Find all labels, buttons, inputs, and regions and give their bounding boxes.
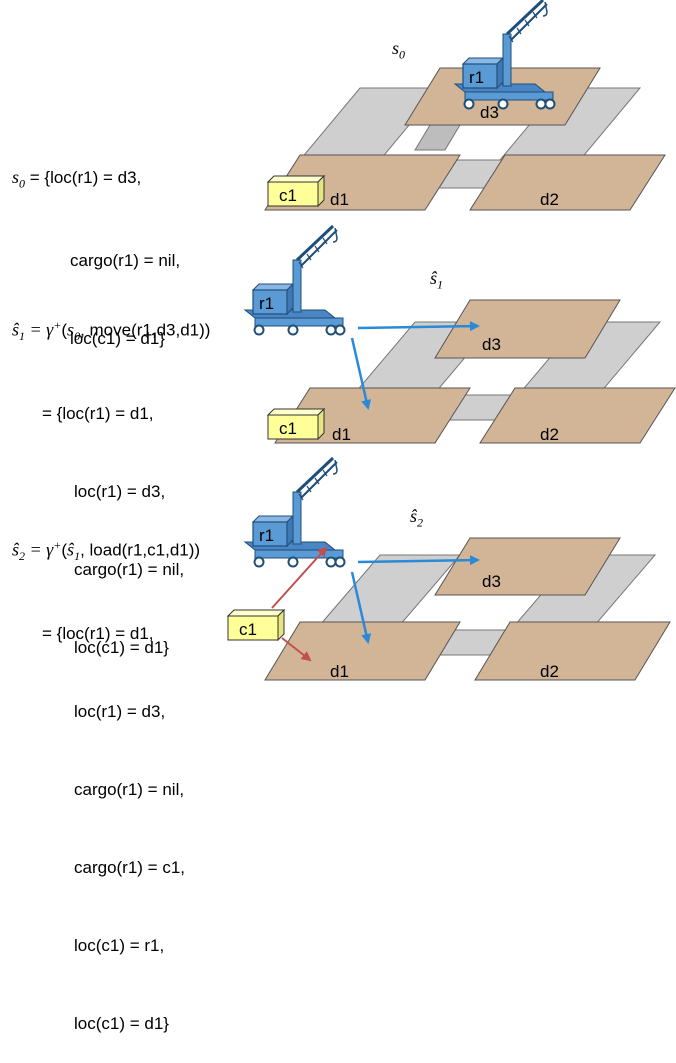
container-c1: c1	[267, 408, 325, 440]
def-line: loc(c1) = d1}	[74, 638, 169, 658]
def-line: cargo(r1) = nil,	[74, 560, 185, 580]
def-line: cargo(r1) = nil,	[74, 780, 185, 800]
svg-text:c1: c1	[279, 419, 297, 438]
svg-text:r1: r1	[259, 294, 274, 313]
def-lhs: ŝ	[12, 539, 20, 560]
dock-d2	[469, 154, 666, 211]
load-arrow	[281, 637, 312, 662]
move-arrow	[350, 337, 372, 410]
state-definition-s1: ŝ1 = γ+(s0, move(r1,d3,d1)) = {loc(r1) =…	[12, 260, 210, 687]
svg-text:r1: r1	[259, 526, 274, 545]
scene-s1: d3 d1 d2 c1 r1	[243, 224, 676, 444]
load-arrow	[271, 546, 328, 609]
scene-s2: d3 d1 d2 c1 r1	[227, 456, 671, 681]
state-label-s2: ŝ2	[410, 506, 424, 530]
move-arrow	[357, 555, 480, 566]
dock-label-d3: d3	[480, 103, 499, 122]
dock-d2	[479, 387, 676, 444]
scene-s0: d3 d1 d2 c1 r1	[264, 0, 666, 211]
def-line: = {loc(r1) = d1,	[42, 624, 154, 644]
state-definition-s0: s0 = {loc(r1) = d3, cargo(r1) = nil, loc…	[12, 112, 180, 378]
dock-label-d1: d1	[330, 190, 349, 209]
move-arrow	[350, 571, 372, 644]
dock-label-d1: d1	[332, 425, 351, 444]
dock-d3	[434, 299, 621, 359]
dock-label-d1: d1	[330, 662, 349, 681]
dock-label-d3: d3	[482, 572, 501, 591]
svg-text:c1: c1	[279, 186, 297, 205]
def-line: cargo(r1) = nil,	[70, 251, 181, 271]
def-line: loc(c1) = d1}	[74, 1014, 169, 1034]
robot-r1: r1	[243, 456, 346, 568]
move-arrow	[357, 321, 480, 332]
svg-text:r1: r1	[469, 68, 484, 87]
dock-label-d3: d3	[482, 335, 501, 354]
dock-label-d2: d2	[540, 662, 559, 681]
def-lhs: s	[12, 167, 20, 187]
dock-label-d2: d2	[540, 425, 559, 444]
dock-d3	[434, 537, 621, 596]
state-label-s0: s0	[392, 38, 406, 62]
def-line: loc(c1) = r1,	[74, 936, 165, 956]
def-line: cargo(r1) = c1,	[74, 858, 186, 878]
def-line: loc(c1) = d1}	[70, 329, 165, 349]
def-lhs: ŝ	[12, 319, 20, 340]
svg-text:c1: c1	[239, 620, 257, 639]
scene-drawing: d3 d1 d2 c1 r1 d3 d1 d2 c1 r1	[227, 0, 676, 681]
robot-r1: r1	[453, 0, 556, 110]
robot-r1: r1	[243, 224, 346, 336]
def-line: loc(r1) = d3,	[74, 482, 166, 502]
container-c1: c1	[267, 175, 325, 207]
dock-d2	[474, 621, 671, 681]
road	[414, 124, 461, 151]
container-c1: c1	[227, 609, 285, 641]
dock-label-d2: d2	[540, 190, 559, 209]
state-label-s1: ŝ1	[430, 268, 444, 292]
def-line: = {loc(r1) = d1,	[42, 404, 154, 424]
dock-d1	[264, 621, 461, 681]
